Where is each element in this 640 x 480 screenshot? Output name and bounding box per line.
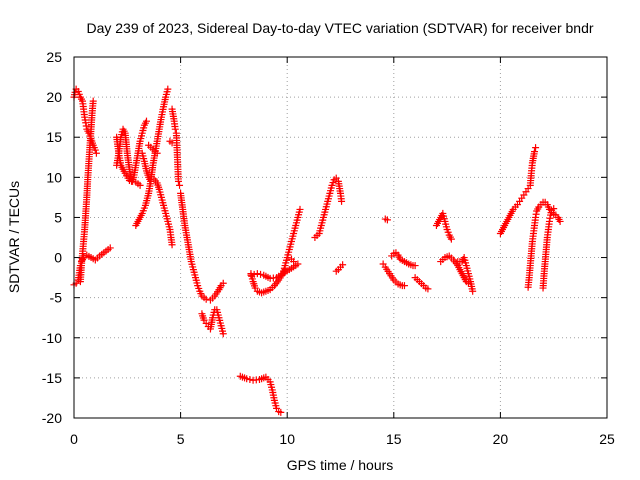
y-tick-label: -5	[50, 290, 63, 306]
data-point-marker	[106, 244, 114, 252]
data-point-marker	[168, 241, 176, 249]
data-series-arc-03	[76, 97, 97, 286]
data-point-marker	[338, 197, 346, 205]
y-tick-label: -10	[42, 330, 62, 346]
data-point-marker	[294, 260, 302, 268]
plot-area-frame	[73, 56, 608, 419]
data-point-marker	[247, 271, 255, 279]
data-point-marker	[469, 287, 477, 295]
data-point-marker	[142, 117, 150, 125]
data-point-marker	[92, 149, 100, 157]
data-series-arc-15	[247, 260, 302, 282]
y-tick-label: -15	[42, 370, 62, 386]
x-axis-label: GPS time / hours	[287, 457, 394, 473]
data-series-arc-29	[539, 205, 558, 292]
x-tick-label: 15	[386, 431, 402, 447]
data-point-marker	[243, 375, 251, 383]
y-tick-label: 20	[46, 89, 62, 105]
data-series-arc-07	[138, 149, 176, 249]
data-point-marker	[164, 85, 172, 93]
data-series-arc-08	[145, 141, 161, 157]
data-series-arc-11	[177, 189, 227, 304]
data-series-arc-16	[279, 205, 304, 278]
data-point-marker	[219, 279, 227, 287]
data-series-arc-22	[388, 249, 419, 270]
data-series-arc-21	[379, 260, 408, 290]
chart-title: Day 239 of 2023, Sidereal Day-to-day VTE…	[86, 20, 593, 36]
data-point-marker	[531, 148, 539, 156]
y-axis-label: SDTVAR / TECUs	[6, 181, 22, 293]
data-point-marker	[174, 177, 182, 185]
data-series-arc-10	[168, 105, 184, 189]
data-point-marker	[219, 330, 227, 338]
data-point-marker	[253, 270, 261, 278]
data-point-marker	[125, 177, 133, 185]
y-tick-label: 0	[54, 250, 62, 266]
data-series-arc-17	[311, 174, 346, 241]
data-point-marker	[246, 375, 254, 383]
data-point-marker	[556, 217, 564, 225]
data-series-arc-19	[287, 255, 298, 266]
data-series-arc-12	[198, 306, 227, 338]
data-series-arc-24	[432, 209, 455, 243]
data-point-marker	[129, 177, 137, 185]
data-point-marker	[153, 149, 161, 157]
data-point-marker	[550, 205, 558, 213]
data-series-arc-23	[411, 274, 432, 293]
x-tick-label: 25	[599, 431, 615, 447]
data-point-marker	[202, 295, 210, 303]
data-point-marker	[532, 144, 540, 152]
x-tick-label: 20	[493, 431, 509, 447]
axis-tick-labels: 0 5 10 15 20 25 -20 -15 -10 -5 0 5 10 15 20 25	[42, 49, 615, 447]
y-tick-label: 25	[46, 49, 62, 65]
data-series-arc-27	[496, 144, 540, 237]
data-point-marker	[250, 270, 258, 278]
data-point-marker	[171, 125, 179, 133]
y-tick-label: 15	[46, 129, 62, 145]
data-series-arc-20	[381, 215, 391, 224]
data-point-marker	[447, 235, 455, 243]
x-tick-label: 5	[177, 431, 185, 447]
data-series-arc-26	[454, 254, 477, 295]
data-point-marker	[89, 97, 97, 105]
y-tick-label: 10	[46, 169, 62, 185]
data-series-arc-18	[332, 261, 347, 275]
data-point-marker	[176, 181, 184, 189]
data-series-arc-13	[236, 372, 285, 416]
data-series-arc-28	[524, 198, 564, 291]
data-point-marker	[296, 205, 304, 213]
data-series	[70, 85, 564, 416]
y-tick-label: -20	[42, 410, 62, 426]
data-series-arc-02	[70, 85, 100, 157]
data-point-marker	[277, 408, 285, 416]
data-point-marker	[339, 261, 347, 269]
x-tick-label: 0	[70, 431, 78, 447]
data-point-marker	[400, 282, 408, 290]
data-point-marker	[71, 88, 79, 96]
data-point-marker	[257, 270, 265, 278]
y-tick-label: 5	[54, 209, 62, 225]
data-point-marker	[383, 216, 391, 224]
x-tick-label: 10	[279, 431, 295, 447]
data-point-marker	[411, 262, 419, 270]
data-point-marker	[290, 258, 298, 266]
data-point-marker	[424, 285, 432, 293]
data-series-arc-05	[113, 133, 144, 189]
data-point-marker	[136, 181, 144, 189]
